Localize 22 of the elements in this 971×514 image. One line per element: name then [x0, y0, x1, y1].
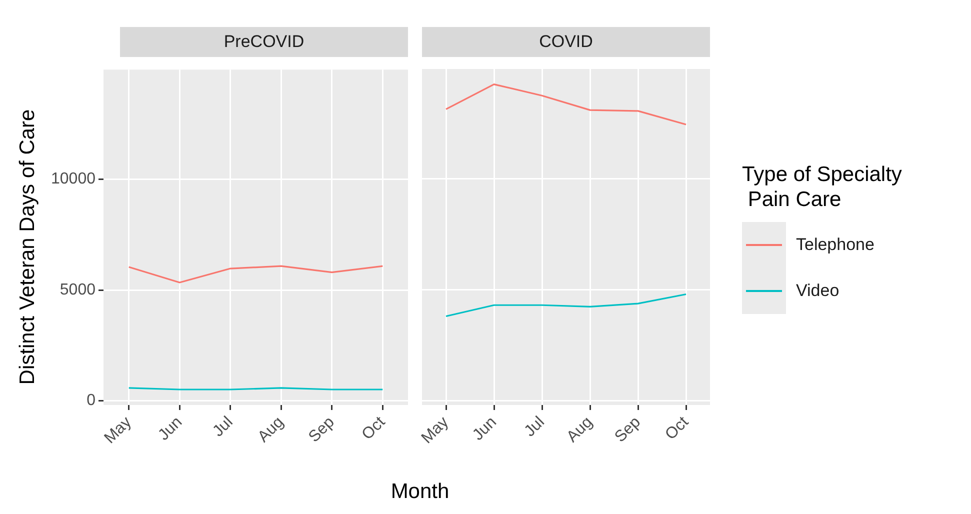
y-axis-title: Distinct Veteran Days of Care — [16, 109, 40, 385]
x-tick-label: Jun — [470, 414, 500, 444]
x-tick-label: Sep — [306, 414, 338, 446]
legend-label: Video — [796, 281, 840, 301]
x-tick-label: Jun — [155, 414, 186, 444]
legend-title: Type of Specialty Pain Care — [742, 162, 902, 212]
y-tick-label: 5000 — [60, 281, 96, 298]
legend-label: Telephone — [796, 235, 874, 255]
x-tick-label: May — [418, 414, 452, 448]
x-axis-title: Month — [390, 480, 450, 504]
x-tick-label: Sep — [612, 414, 644, 446]
x-tick-label: Aug — [254, 414, 288, 446]
y-tick-label: 0 — [86, 392, 96, 410]
chart-title: COVID — [422, 27, 710, 57]
x-tick-label: Jul — [521, 414, 548, 440]
x-tick-label: Aug — [564, 414, 596, 446]
x-tick-label: Jul — [210, 414, 236, 440]
chart-title: PreCOVID — [120, 27, 408, 57]
x-tick-label: Oct — [662, 413, 692, 444]
x-tick-label: May — [101, 414, 135, 448]
x-tick-label: Oct — [358, 413, 389, 444]
y-tick-label: 10000 — [50, 170, 96, 188]
